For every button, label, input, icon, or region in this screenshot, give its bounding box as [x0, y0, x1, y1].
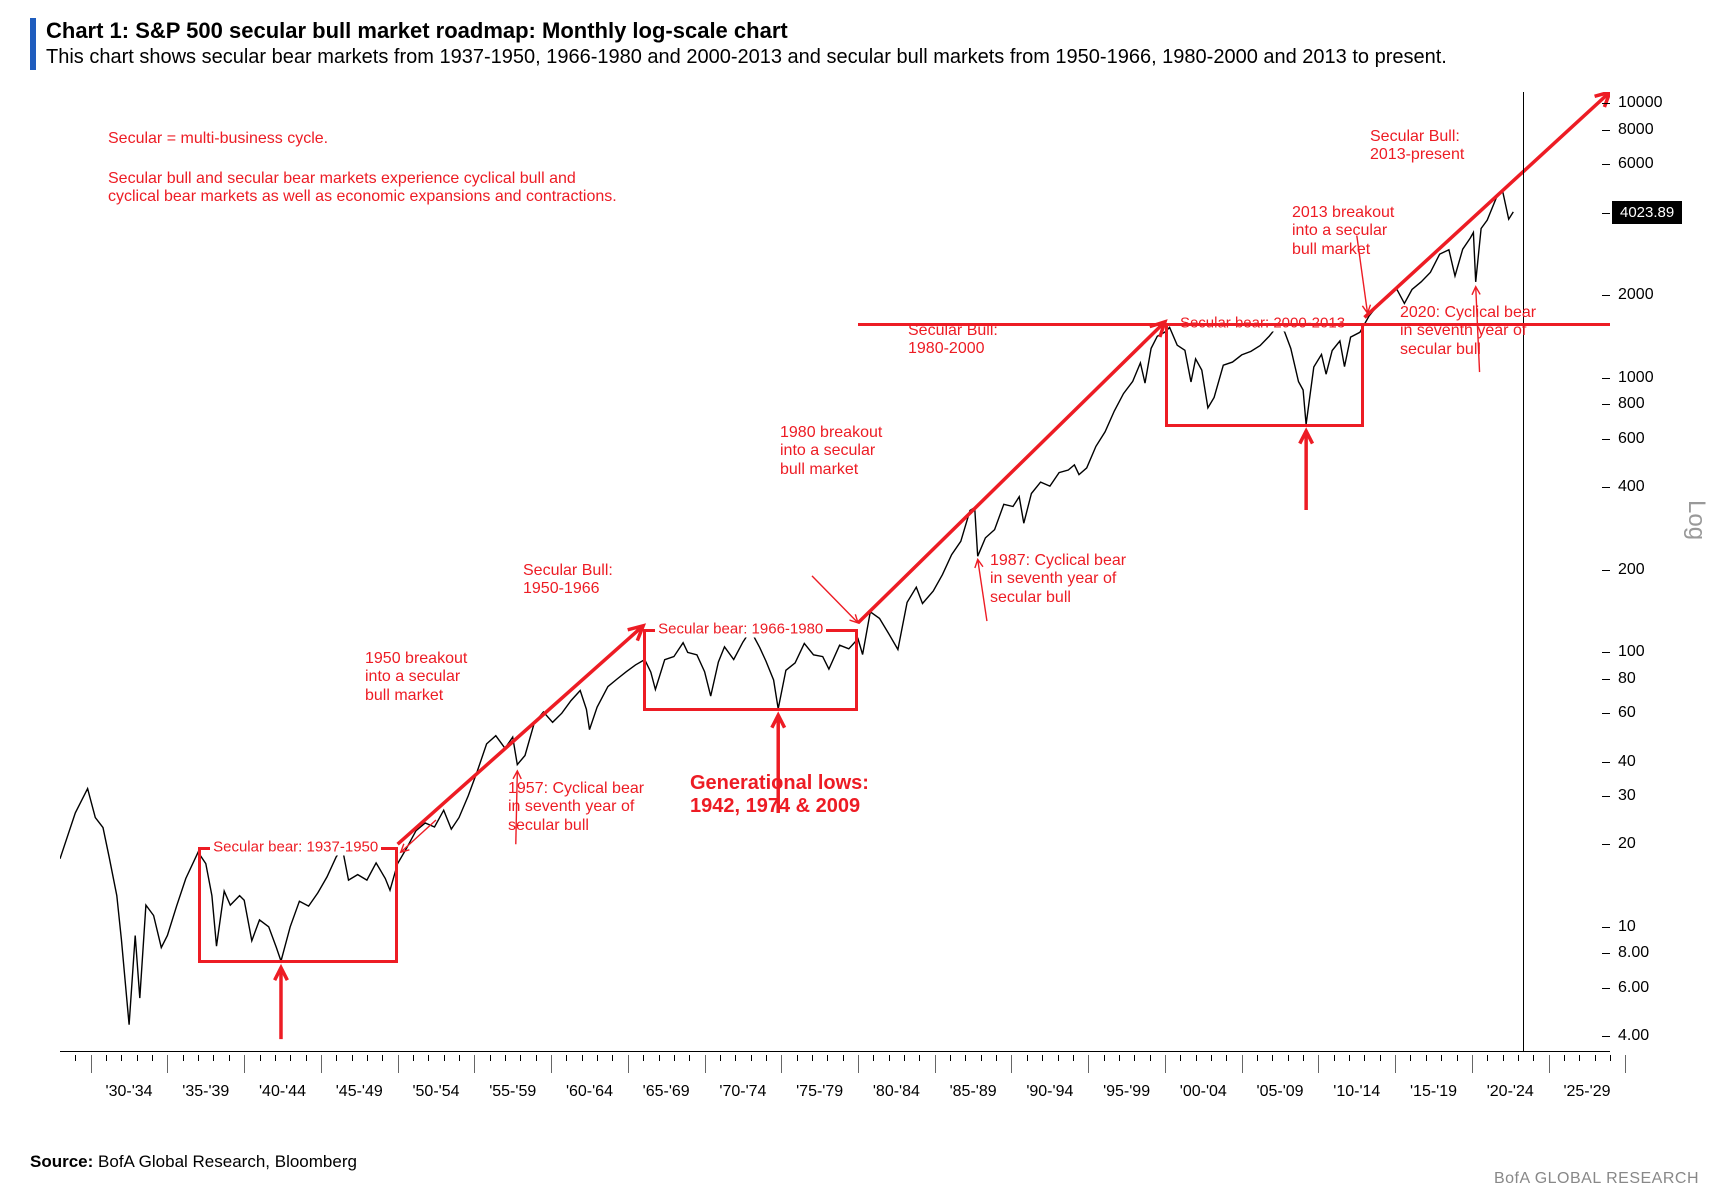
secular-bear-box: [643, 629, 858, 712]
footer-brand: BofA GLOBAL RESEARCH: [1494, 1170, 1699, 1188]
chart-title: Chart 1: S&P 500 secular bull market roa…: [46, 18, 1705, 44]
plot-area: 4.006.008.001020304060801002004006008001…: [60, 92, 1610, 1052]
generational-lows-label: Generational lows:1942, 1974 & 2009: [690, 772, 990, 818]
y-tick-label: 4.00: [1618, 1027, 1649, 1045]
chart-annotation: Secular Bull:1950-1966: [523, 562, 683, 599]
y-tick-label: 40: [1618, 753, 1636, 771]
x-tick-label: '10-'14: [1333, 1083, 1380, 1101]
y-axis-line: [1523, 92, 1524, 1051]
y-tick-label: 6000: [1618, 155, 1654, 173]
y-tick-label: 200: [1618, 561, 1645, 579]
x-tick-label: '85-'89: [950, 1083, 997, 1101]
x-tick-label: '15-'19: [1410, 1083, 1457, 1101]
y-tick-label: 1000: [1618, 369, 1654, 387]
x-tick-label: '90-'94: [1026, 1083, 1073, 1101]
x-tick-label: '75-'79: [796, 1083, 843, 1101]
y-tick-label: 10: [1618, 918, 1636, 936]
x-tick-label: '00-'04: [1180, 1083, 1227, 1101]
y-tick-label: 10000: [1618, 94, 1663, 112]
chart-annotation: Secular = multi-business cycle.: [108, 130, 728, 148]
x-axis: '30-'34 '35-'39 '40-'44 '45-'49 '50-'54 '55-'…: [60, 1055, 1610, 1110]
chart-annotation: 1957: Cyclical bearin seventh year ofsec…: [508, 780, 708, 835]
y-tick-label: 30: [1618, 787, 1636, 805]
y-tick-label: 800: [1618, 395, 1645, 413]
y-tick-label: 80: [1618, 670, 1636, 688]
x-tick-label: '60-'64: [566, 1083, 613, 1101]
x-tick-label: '95-'99: [1103, 1083, 1150, 1101]
chart-subtitle: This chart shows secular bear markets fr…: [46, 46, 1705, 69]
x-tick-label: '25-'29: [1563, 1083, 1610, 1101]
y-tick-label: 8.00: [1618, 944, 1649, 962]
source-text: BofA Global Research, Bloomberg: [93, 1152, 357, 1171]
x-tick-label: '30-'34: [106, 1083, 153, 1101]
chart-annotation: Secular bull and secular bear markets ex…: [108, 170, 828, 207]
y-tick-label: 60: [1618, 704, 1636, 722]
y-tick-label: 400: [1618, 478, 1645, 496]
x-tick-label: '55-'59: [489, 1083, 536, 1101]
chart-header: Chart 1: S&P 500 secular bull market roa…: [30, 18, 1705, 70]
x-tick-label: '35-'39: [182, 1083, 229, 1101]
secular-bear-label: Secular bear: 1966-1980: [655, 620, 826, 637]
secular-bear-label: Secular bear: 1937-1950: [210, 839, 381, 856]
y-tick-label: 8000: [1618, 121, 1654, 139]
y-tick-label: 20: [1618, 835, 1636, 853]
chart-annotation: Secular Bull:2013-present: [1370, 128, 1530, 165]
source-line: Source: BofA Global Research, Bloomberg: [30, 1152, 357, 1172]
header-text-block: Chart 1: S&P 500 secular bull market roa…: [46, 18, 1705, 69]
chart-annotation: 2020: Cyclical bearin seventh year ofsec…: [1400, 304, 1600, 359]
secular-bear-box: [1165, 323, 1365, 428]
y-tick-label: 2000: [1618, 286, 1654, 304]
chart-annotation: Secular Bull:1980-2000: [908, 322, 1068, 359]
chart-annotation: 1987: Cyclical bearin seventh year ofsec…: [990, 552, 1190, 607]
secular-bear-box: [198, 847, 398, 963]
x-tick-label: '50-'54: [412, 1083, 459, 1101]
y-tick-label: 6.00: [1618, 979, 1649, 997]
header-accent-bar: [30, 18, 36, 70]
log-scale-label: Log: [1682, 500, 1710, 540]
y-tick-label: 600: [1618, 430, 1645, 448]
x-tick-label: '40-'44: [259, 1083, 306, 1101]
chart-annotation: 2013 breakoutinto a secularbull market: [1292, 204, 1452, 259]
x-tick-label: '70-'74: [719, 1083, 766, 1101]
x-tick-label: '80-'84: [873, 1083, 920, 1101]
x-tick-label: '05-'09: [1257, 1083, 1304, 1101]
x-tick-label: '65-'69: [643, 1083, 690, 1101]
chart-container: 4.00 6.00 8.00 10 20 30 40 60 80 100 200 400 600 800 1…: [30, 80, 1700, 1115]
x-tick-label: '45-'49: [336, 1083, 383, 1101]
chart-annotation: 1980 breakoutinto a secularbull market: [780, 424, 940, 479]
source-label: Source:: [30, 1152, 93, 1171]
y-tick-label: 100: [1618, 643, 1645, 661]
last-price-indicator: 4023.89: [1612, 201, 1682, 224]
y-axis-right: 4.00 6.00 8.00 10 20 30 40 60 80 100 200 400 600 800 1…: [1610, 92, 1700, 1051]
x-tick-label: '20-'24: [1487, 1083, 1534, 1101]
chart-annotation: 1950 breakoutinto a secularbull market: [365, 650, 525, 705]
